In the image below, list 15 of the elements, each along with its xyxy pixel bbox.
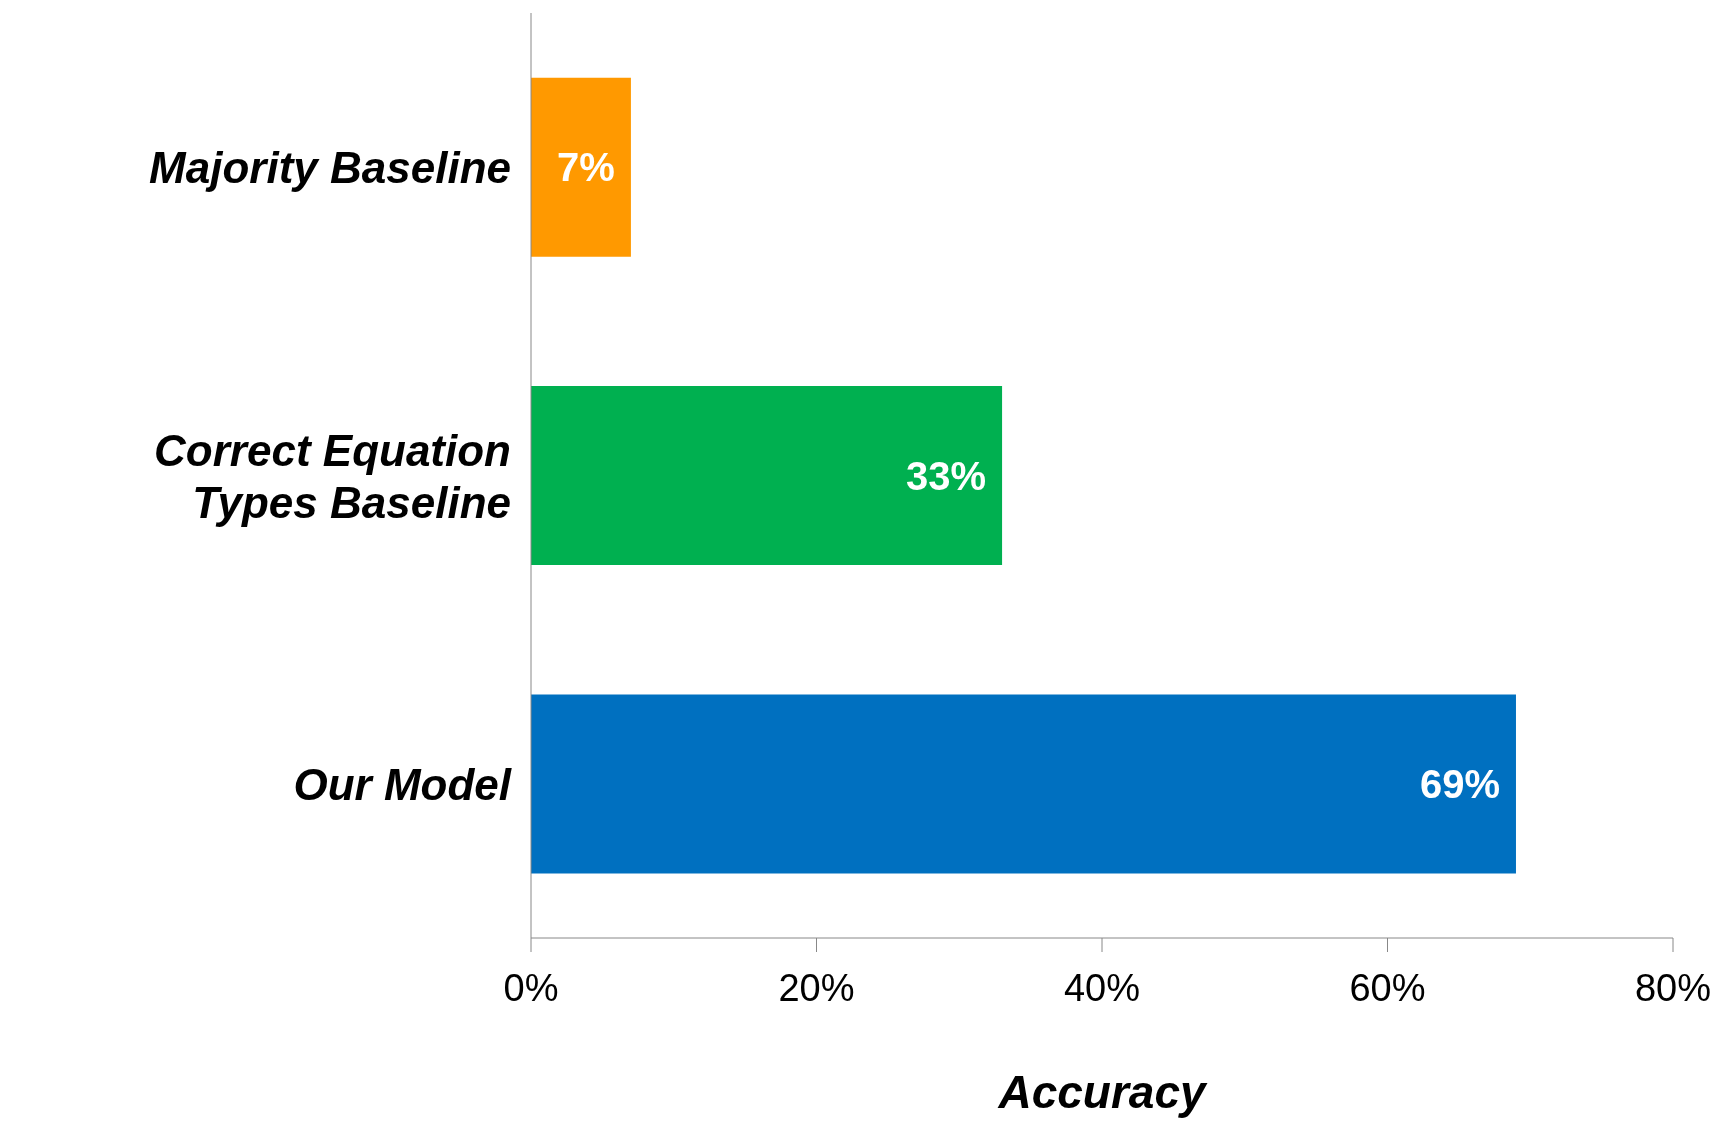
x-tick-label: 80%: [1634, 966, 1712, 1009]
data-label: 7%: [557, 145, 615, 190]
x-tick-label: 60%: [1349, 966, 1426, 1009]
y-tick-label: Correct Equation Types Baseline: [154, 425, 511, 526]
x-axis-title: Accuracy: [997, 1066, 1208, 1118]
y-tick-label: Majority Baseline: [149, 142, 511, 192]
bar: [531, 77, 631, 257]
data-label: 33%: [906, 453, 987, 498]
x-tick-label: 0%: [503, 966, 559, 1009]
y-tick-label: Our Model: [293, 759, 512, 809]
x-tick-label: 40%: [1063, 966, 1141, 1009]
bar: [531, 694, 1516, 874]
bar: [531, 386, 1003, 566]
x-tick-label: 20%: [778, 966, 855, 1009]
data-label: 69%: [1419, 762, 1500, 807]
